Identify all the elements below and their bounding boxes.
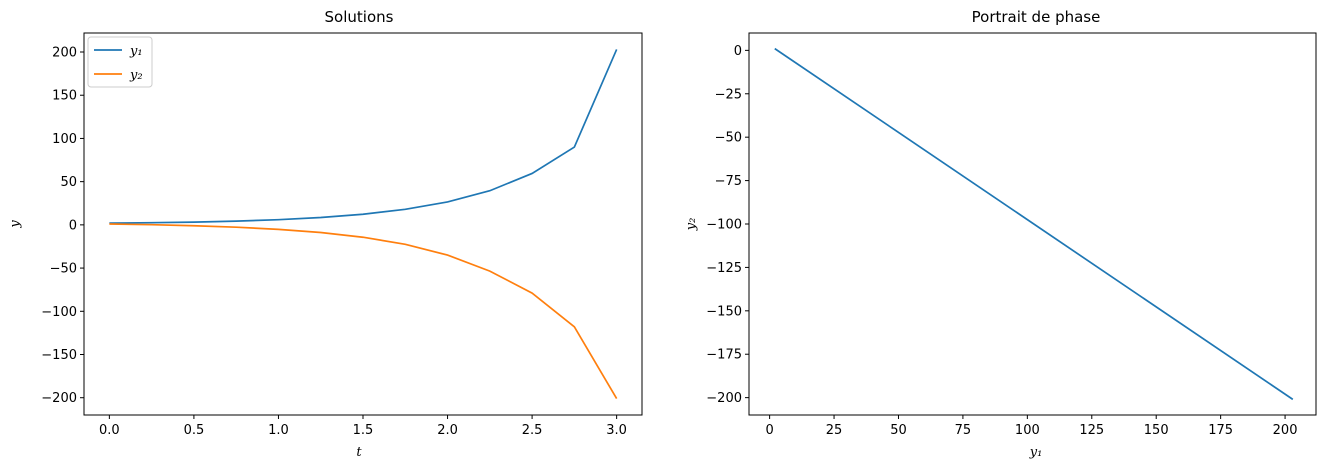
y-tick-label: −200 [706, 391, 742, 406]
x-tick-label: 200 [1273, 423, 1298, 438]
x-tick-label: 100 [1015, 423, 1040, 438]
y-tick-label: −150 [41, 348, 77, 363]
x-tick-label: 50 [890, 423, 907, 438]
x-tick-label: 75 [955, 423, 972, 438]
x-tick-label: 0 [765, 423, 773, 438]
legend-label-y2: y₂ [129, 68, 143, 83]
y-tick-label: −25 [715, 87, 742, 102]
y-tick-label: 0 [69, 218, 77, 233]
x-axis-label: y₁ [1029, 445, 1043, 460]
series-line-2 [109, 223, 618, 400]
y-tick-label: 50 [60, 175, 77, 190]
x-tick-label: 1.5 [353, 423, 374, 438]
y-tick-label: 200 [52, 46, 77, 61]
legend-label-y1: y₁ [129, 44, 143, 59]
x-axis-label: t [356, 445, 362, 460]
x-tick-label: 2.0 [437, 423, 458, 438]
x-tick-label: 0.0 [99, 423, 120, 438]
y-tick-label: −50 [50, 262, 77, 277]
y-tick-label: −100 [706, 218, 742, 233]
x-tick-label: 1.0 [268, 423, 289, 438]
series-line-1 [109, 49, 618, 224]
x-tick-label: 125 [1079, 423, 1104, 438]
y-axis-label: y₂ [684, 218, 699, 232]
y-axis-label: y [8, 220, 23, 229]
phase-portrait-chart: Portrait de phase 0 25 50 75 100 125 150 175 200… [684, 8, 1317, 460]
y-tick-label: −175 [706, 348, 742, 363]
y-tick-label: 0 [734, 44, 742, 59]
legend: y₁ y₂ [87, 36, 153, 88]
y-tick-label: −100 [41, 305, 77, 320]
chart-title: Portrait de phase [972, 8, 1101, 26]
x-tick-label: 0.5 [184, 423, 205, 438]
y-tick-label: −150 [706, 304, 742, 319]
plot-area-frame [83, 32, 643, 416]
y-tick-label: −200 [41, 391, 77, 406]
x-tick-label: 175 [1208, 423, 1233, 438]
y-tick-label: 150 [52, 89, 77, 104]
x-tick-label: 3.0 [606, 423, 627, 438]
y-tick-label: −75 [715, 174, 742, 189]
x-tick-label: 150 [1144, 423, 1169, 438]
solutions-chart: Solutions 0.0 0.5 1.0 1.5 2.0 2.5 3.0 −200 −150… [8, 8, 643, 460]
chart-title: Solutions [325, 8, 394, 26]
series-line-1 [774, 47, 1294, 401]
x-tick-label: 2.5 [522, 423, 543, 438]
x-tick-label: 25 [826, 423, 843, 438]
y-tick-label: −125 [706, 261, 742, 276]
y-tick-label: 100 [52, 132, 77, 147]
y-tick-label: −50 [715, 131, 742, 146]
plot-area-frame [748, 32, 1317, 416]
